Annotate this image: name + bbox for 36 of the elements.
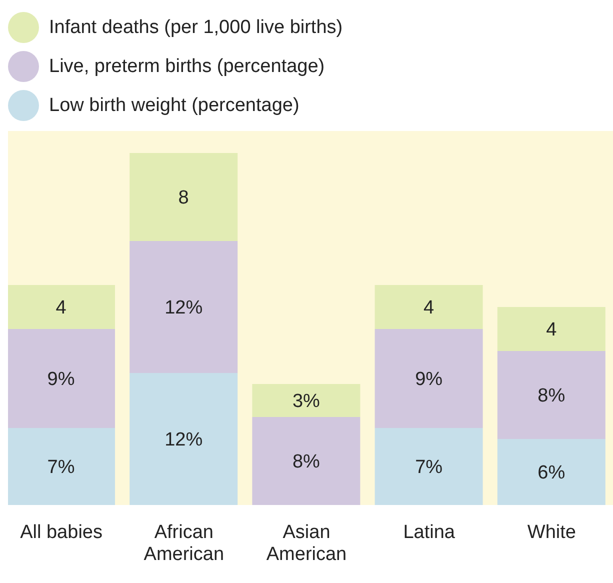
x-tick-label: White xyxy=(527,522,576,544)
bar xyxy=(130,241,238,373)
data-label: 8% xyxy=(538,386,566,407)
data-label: 12% xyxy=(164,298,203,319)
data-label: 8% xyxy=(292,452,320,473)
bar xyxy=(374,329,483,428)
data-label: 6% xyxy=(538,462,566,484)
bar xyxy=(8,285,115,329)
bar xyxy=(130,153,238,241)
bar xyxy=(252,384,360,417)
bar xyxy=(497,351,606,439)
bar xyxy=(374,428,483,505)
bar xyxy=(130,373,238,505)
bar xyxy=(252,417,360,505)
data-label: 4 xyxy=(546,320,558,341)
x-tick-label: African American xyxy=(144,522,224,565)
bar xyxy=(8,428,115,505)
legend-label: Low birth weight (percentage) xyxy=(49,94,300,116)
data-label: 9% xyxy=(415,369,443,390)
data-label: 4 xyxy=(424,298,435,319)
bar xyxy=(497,307,606,351)
bar xyxy=(374,285,483,329)
data-label: 7% xyxy=(47,457,75,478)
data-label: 8 xyxy=(178,188,189,209)
data-label: 7% xyxy=(415,457,443,478)
legend-label: Infant deaths (per 1,000 live births) xyxy=(49,16,343,38)
data-label: 3% xyxy=(292,391,320,412)
bar xyxy=(497,439,606,505)
x-tick-label: Latina xyxy=(403,522,456,544)
data-label: 12% xyxy=(164,430,203,451)
x-tick-label: All babies xyxy=(20,522,102,544)
data-label: 9% xyxy=(47,369,75,390)
x-tick-label: Asian American xyxy=(266,522,347,565)
data-label: 4 xyxy=(56,298,67,319)
bar xyxy=(8,329,115,428)
legend-label: Live, preterm births (percentage) xyxy=(49,56,325,78)
